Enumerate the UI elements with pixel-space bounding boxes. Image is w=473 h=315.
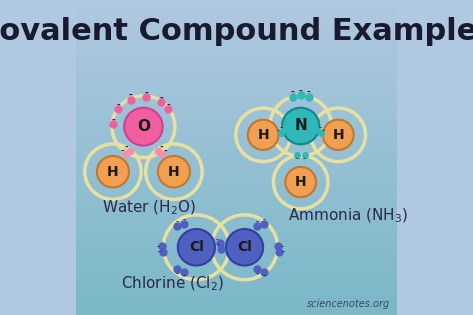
Circle shape <box>226 229 263 266</box>
Text: -: - <box>159 143 163 152</box>
Text: -: - <box>299 87 303 96</box>
Text: Cl: Cl <box>237 240 252 254</box>
Circle shape <box>285 167 316 197</box>
Text: H: H <box>257 128 269 142</box>
Text: -: - <box>263 271 265 280</box>
Text: -: - <box>129 91 132 100</box>
Circle shape <box>97 156 129 187</box>
Text: -: - <box>281 248 285 256</box>
Text: -: - <box>144 89 148 98</box>
Text: -: - <box>125 143 129 152</box>
Text: -: - <box>111 116 115 125</box>
Text: -: - <box>280 123 283 132</box>
Text: O: O <box>137 119 150 134</box>
Text: Chlorine (Cl$_2$): Chlorine (Cl$_2$) <box>121 275 224 293</box>
Text: -: - <box>164 147 167 156</box>
Text: -: - <box>280 242 283 251</box>
Text: N: N <box>294 118 307 134</box>
Text: -: - <box>166 101 170 110</box>
Text: -: - <box>216 241 219 249</box>
Text: H: H <box>333 128 344 142</box>
Text: -: - <box>291 88 295 97</box>
Text: Covalent Compound Examples: Covalent Compound Examples <box>0 17 473 46</box>
Text: sciencenotes.org: sciencenotes.org <box>307 299 391 309</box>
Text: -: - <box>307 88 311 97</box>
Text: H: H <box>295 175 307 189</box>
Text: -: - <box>183 215 186 224</box>
Text: Cl: Cl <box>189 240 204 254</box>
Circle shape <box>178 229 215 266</box>
Text: -: - <box>322 126 324 135</box>
Text: -: - <box>215 235 218 244</box>
Circle shape <box>282 108 319 144</box>
Circle shape <box>248 120 279 150</box>
Text: -: - <box>121 147 124 156</box>
Text: -: - <box>295 155 298 163</box>
Text: -: - <box>157 242 159 251</box>
Text: -: - <box>183 271 186 280</box>
Text: H: H <box>107 165 119 179</box>
Text: -: - <box>277 126 280 135</box>
Text: -: - <box>255 218 258 226</box>
Circle shape <box>323 120 354 150</box>
Text: -: - <box>255 269 258 278</box>
Text: -: - <box>318 123 322 132</box>
Text: -: - <box>116 101 120 110</box>
Text: Water (H$_2$O): Water (H$_2$O) <box>102 199 196 217</box>
Text: -: - <box>158 248 161 256</box>
Text: -: - <box>159 94 163 103</box>
Text: -: - <box>263 215 265 224</box>
Text: H: H <box>168 165 180 179</box>
Circle shape <box>124 108 163 146</box>
Text: -: - <box>303 155 306 163</box>
Text: -: - <box>175 218 179 226</box>
Text: -: - <box>175 269 179 278</box>
Text: Ammonia (NH$_3$): Ammonia (NH$_3$) <box>288 207 408 225</box>
Circle shape <box>158 156 190 187</box>
